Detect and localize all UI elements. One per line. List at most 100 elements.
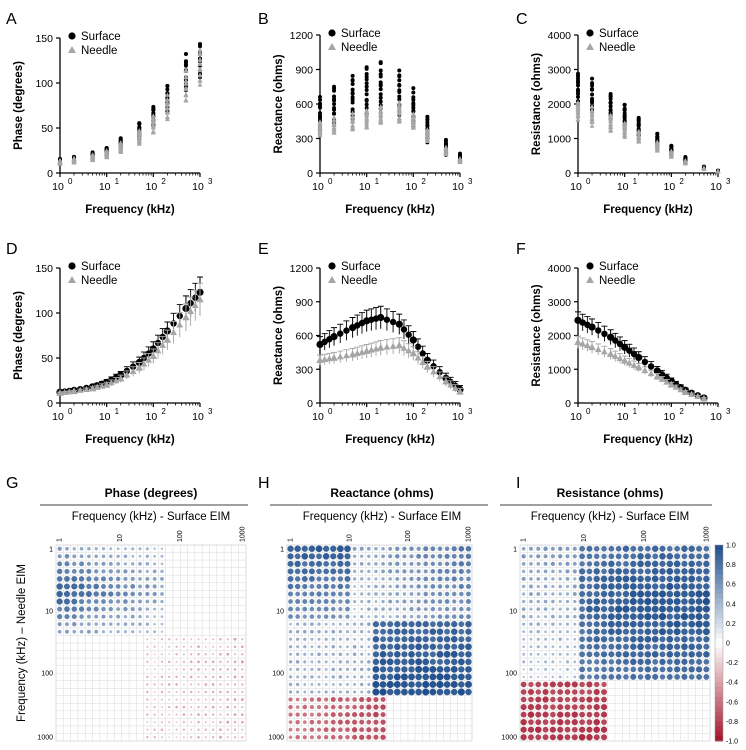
data-point xyxy=(364,88,369,93)
correlation-cell xyxy=(408,651,415,658)
correlation-cell xyxy=(647,714,649,716)
correlation-cell xyxy=(579,696,586,703)
data-point xyxy=(397,78,402,83)
correlation-cell xyxy=(337,697,343,703)
correlation-cell xyxy=(615,643,622,650)
correlation-cell xyxy=(579,681,585,688)
correlation-cell xyxy=(241,586,243,587)
correlation-cell xyxy=(387,643,394,650)
correlation-cell xyxy=(138,547,142,551)
correlation-cell xyxy=(703,636,710,643)
correlation-cell xyxy=(66,691,68,693)
correlation-cell xyxy=(139,684,141,685)
correlation-cell xyxy=(551,577,555,581)
correlation-cell xyxy=(536,584,540,589)
correlation-cell xyxy=(637,598,644,605)
correlation-cell xyxy=(695,628,703,635)
correlation-cell xyxy=(205,586,207,587)
correlation-cell xyxy=(374,562,378,566)
correlation-cell xyxy=(673,568,681,575)
correlation-cell xyxy=(542,711,549,718)
correlation-cell xyxy=(197,690,200,694)
correlation-cell xyxy=(152,569,157,574)
correlation-cell xyxy=(681,643,688,651)
colorbar-tick: -0.2 xyxy=(726,660,738,667)
correlation-cell xyxy=(316,705,322,710)
correlation-cell xyxy=(601,734,608,741)
correlation-cell xyxy=(81,691,82,693)
correlation-cell xyxy=(394,643,401,651)
correlation-cell xyxy=(160,569,164,574)
correlation-cell xyxy=(309,599,315,605)
legend-marker xyxy=(68,262,76,270)
correlation-cell xyxy=(116,599,121,604)
correlation-cell xyxy=(160,713,164,716)
correlation-cell xyxy=(408,688,415,696)
correlation-cell xyxy=(152,584,157,589)
correlation-cell xyxy=(145,569,149,573)
correlation-cell xyxy=(586,583,593,590)
correlation-cell xyxy=(436,628,444,635)
heatmap-ytick: 1 xyxy=(280,546,284,553)
correlation-cell xyxy=(145,607,150,611)
correlation-cell xyxy=(659,628,666,636)
correlation-cell xyxy=(625,699,627,700)
correlation-cell xyxy=(550,554,555,559)
correlation-cell xyxy=(109,630,113,634)
correlation-cell xyxy=(652,553,659,560)
data-point xyxy=(350,90,355,95)
correlation-cell xyxy=(93,583,100,590)
correlation-cell xyxy=(93,606,99,612)
x-tick-exponent: 2 xyxy=(161,177,166,186)
heatmap-xtick: 100 xyxy=(641,530,648,542)
correlation-cell xyxy=(176,586,177,587)
correlation-cell xyxy=(691,691,693,693)
correlation-cell xyxy=(145,547,149,551)
correlation-cell xyxy=(615,598,622,605)
correlation-cell xyxy=(600,636,608,643)
correlation-cell xyxy=(204,638,207,641)
panel-letter: G xyxy=(6,475,18,492)
correlation-cell xyxy=(458,636,465,643)
correlation-cell xyxy=(302,606,308,612)
correlation-cell xyxy=(132,661,134,663)
correlation-cell xyxy=(59,661,61,663)
colorbar-segment xyxy=(715,677,723,683)
correlation-cell xyxy=(73,714,75,716)
correlation-cell xyxy=(57,606,63,612)
correlation-cell xyxy=(558,562,563,566)
correlation-cell xyxy=(558,546,563,551)
correlation-cell xyxy=(324,675,328,679)
correlation-cell xyxy=(409,576,414,582)
correlation-cell xyxy=(629,575,637,583)
correlation-cell xyxy=(652,643,659,650)
correlation-cell xyxy=(573,614,577,619)
correlation-cell xyxy=(211,698,215,701)
correlation-cell xyxy=(123,606,128,612)
correlation-cell xyxy=(691,729,693,731)
correlation-cell xyxy=(381,569,385,574)
correlation-cell xyxy=(439,721,441,723)
correlation-cell xyxy=(450,680,458,688)
correlation-cell xyxy=(630,568,637,575)
correlation-cell xyxy=(688,560,695,568)
mean-point xyxy=(159,341,167,348)
correlation-cell xyxy=(436,688,444,696)
correlation-cell xyxy=(640,706,641,708)
correlation-cell xyxy=(536,615,540,619)
mean-point xyxy=(594,345,602,353)
correlation-cell xyxy=(57,629,62,634)
correlation-cell xyxy=(88,736,90,738)
correlation-cell xyxy=(396,706,398,708)
correlation-cell xyxy=(601,658,607,665)
mean-point xyxy=(663,378,671,385)
correlation-cell xyxy=(81,729,82,731)
correlation-cell xyxy=(652,666,659,673)
correlation-cell xyxy=(579,719,585,726)
correlation-cell xyxy=(622,658,629,665)
correlation-cell xyxy=(586,568,593,575)
correlation-cell xyxy=(330,568,337,575)
correlation-cell xyxy=(139,661,141,663)
colorbar-segment xyxy=(715,564,723,570)
correlation-cell xyxy=(688,605,696,613)
